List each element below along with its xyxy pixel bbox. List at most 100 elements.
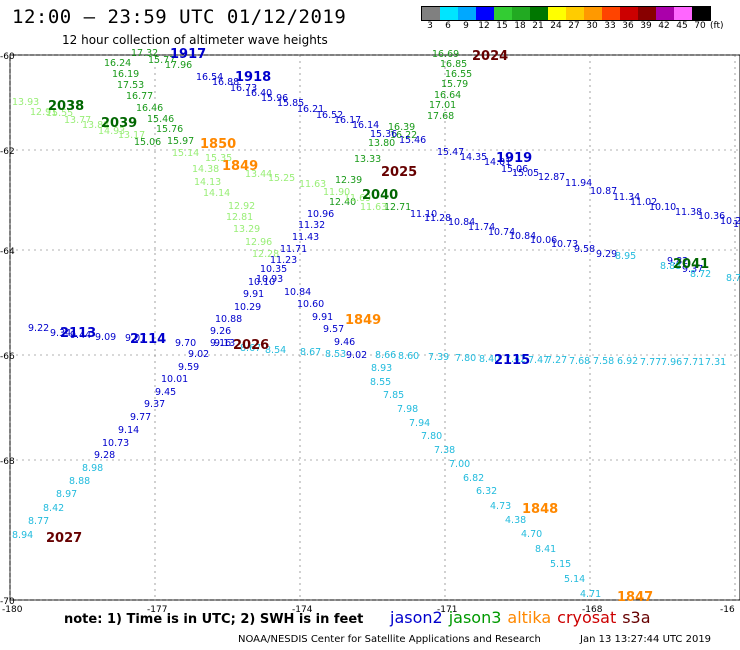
wave-height-value: 11.63 bbox=[299, 179, 326, 190]
wave-height-value: 16.14 bbox=[352, 120, 379, 131]
wave-height-value: 15.05 bbox=[512, 168, 539, 179]
color-swatch bbox=[584, 7, 602, 20]
color-swatch bbox=[566, 7, 584, 20]
wave-height-value: 5.14 bbox=[564, 574, 585, 585]
wave-height-value: 12.71 bbox=[384, 202, 411, 213]
wave-height-value: 14.93 bbox=[98, 126, 125, 137]
wave-height-value: 14.35 bbox=[460, 152, 487, 163]
wave-height-value: 7.98 bbox=[397, 404, 418, 415]
wave-height-value: 9.77 bbox=[130, 412, 151, 423]
wave-height-value: 12.87 bbox=[538, 172, 565, 183]
wave-height-value: 10. bbox=[733, 219, 740, 230]
wave-height-value: 17.01 bbox=[429, 100, 456, 111]
page-subtitle: 12 hour collection of altimeter wave hei… bbox=[62, 33, 328, 47]
wave-height-value: 8.88 bbox=[69, 476, 90, 487]
wave-height-value: 15.96 bbox=[261, 93, 288, 104]
wave-height-value: 15.77 bbox=[148, 55, 175, 66]
color-scale-tick: 9 bbox=[463, 21, 469, 31]
wave-height-value: 13.17 bbox=[118, 130, 145, 141]
wave-height-value: 8.77 bbox=[28, 516, 49, 527]
map-frame bbox=[9, 54, 740, 601]
lon-label: -171 bbox=[437, 605, 457, 615]
wave-height-value: 13.29 bbox=[233, 224, 260, 235]
wave-height-value: 7.47 bbox=[528, 355, 549, 366]
wave-height-value: 15.35 bbox=[205, 153, 232, 164]
credit-line: NOAA/NESDIS Center for Satellite Applica… bbox=[238, 634, 541, 645]
legend-jason3: jason3 bbox=[448, 608, 502, 627]
wave-height-value: 7.00 bbox=[449, 459, 470, 470]
wave-height-value: 11.34 bbox=[613, 192, 640, 203]
wave-height-value: 11.69 bbox=[344, 193, 371, 204]
wave-height-value: 11.71 bbox=[280, 244, 307, 255]
wave-height-value: 4.73 bbox=[490, 501, 511, 512]
wave-height-value: 7.80 bbox=[421, 431, 442, 442]
wave-height-value: 4.38 bbox=[505, 515, 526, 526]
wave-height-value: 7.31 bbox=[705, 357, 726, 368]
wave-height-value: 16.46 bbox=[136, 103, 163, 114]
wave-height-value: 9.58 bbox=[574, 244, 595, 255]
color-scale-tick: 21 bbox=[532, 21, 544, 31]
wave-height-value: 9.16 bbox=[210, 338, 231, 349]
pass-time-label: 2026 bbox=[233, 338, 269, 353]
wave-height-value: 8.72 bbox=[690, 269, 711, 280]
wave-height-value: 4.70 bbox=[521, 529, 542, 540]
wave-height-value: 15.76 bbox=[156, 124, 183, 135]
wave-height-value: 17.68 bbox=[427, 111, 454, 122]
wave-height-value: 14.38 bbox=[192, 164, 219, 175]
wave-height-value: 9.45 bbox=[155, 387, 176, 398]
pass-time-label: 1849 bbox=[222, 159, 258, 174]
wave-height-value: 7.94 bbox=[409, 418, 430, 429]
wave-height-value: 16.54 bbox=[196, 72, 223, 83]
pass-time-label: 2041 bbox=[673, 257, 709, 272]
color-scale-tick: 12 bbox=[478, 21, 490, 31]
wave-height-value: 17.96 bbox=[165, 60, 192, 71]
wave-height-value: 8.67 bbox=[300, 347, 321, 358]
color-swatch bbox=[494, 7, 512, 20]
footer-note: note: 1) Time is in UTC; 2) SWH is in fe… bbox=[64, 612, 364, 627]
pass-time-label: 1848 bbox=[522, 502, 558, 517]
wave-height-value: 11.02 bbox=[630, 197, 657, 208]
pass-time-label: 2113 bbox=[60, 326, 96, 341]
pass-time-label: 1850 bbox=[200, 137, 236, 152]
color-scale-tick: 6 bbox=[445, 21, 451, 31]
color-scale-tick: 27 bbox=[568, 21, 580, 31]
wave-height-value: 7.58 bbox=[593, 356, 614, 367]
wave-height-value: 7.77 bbox=[640, 357, 661, 368]
wave-height-value: 13.80 bbox=[368, 138, 395, 149]
pass-time-label: 2038 bbox=[48, 99, 84, 114]
wave-height-value: 7.96 bbox=[661, 357, 682, 368]
wave-height-value: 9.82 bbox=[667, 256, 688, 267]
wave-height-value: 8.67 bbox=[240, 343, 261, 354]
wave-height-value: 7.80 bbox=[455, 353, 476, 364]
lon-label: -174 bbox=[292, 605, 313, 615]
wave-height-value: 9.26 bbox=[210, 326, 231, 337]
wave-height-value: 16.40 bbox=[245, 88, 272, 99]
color-swatch bbox=[458, 7, 476, 20]
page-title: 12:00 – 23:59 UTC 01/12/2019 bbox=[12, 6, 347, 28]
wave-height-value: 17.32 bbox=[131, 48, 158, 59]
wave-height-value: 7.39 bbox=[428, 352, 449, 363]
wave-height-value: 8.54 bbox=[265, 345, 286, 356]
wave-height-value: 9.13 bbox=[214, 338, 235, 349]
wave-height-value: 9.59 bbox=[178, 362, 199, 373]
wave-height-value: 9.37 bbox=[682, 264, 703, 275]
lat-label: -64 bbox=[0, 247, 15, 257]
lon-label: -16 bbox=[720, 605, 735, 615]
wave-height-value: 17.53 bbox=[117, 80, 144, 91]
color-swatch bbox=[620, 7, 638, 20]
wave-height-value: 9.28 bbox=[94, 450, 115, 461]
wave-height-value: 8.95 bbox=[615, 251, 636, 262]
wave-height-value: 8.88 bbox=[660, 261, 681, 272]
pass-time-label: 1919 bbox=[496, 151, 532, 166]
wave-height-value: 12.40 bbox=[329, 197, 356, 208]
wave-height-value: 10.01 bbox=[161, 374, 188, 385]
satellite-legend: jason2 jason3 altika cryosat s3a bbox=[390, 608, 657, 627]
legend-altika: altika bbox=[507, 608, 552, 627]
wave-height-value: 16.69 bbox=[432, 49, 459, 60]
wave-height-value: 11.32 bbox=[298, 220, 325, 231]
wave-height-value: 10.10 bbox=[248, 277, 275, 288]
wave-height-value: 12.91 bbox=[30, 107, 57, 118]
wave-height-value: 9.70 bbox=[175, 338, 196, 349]
wave-height-value: 15.36 bbox=[370, 129, 397, 140]
